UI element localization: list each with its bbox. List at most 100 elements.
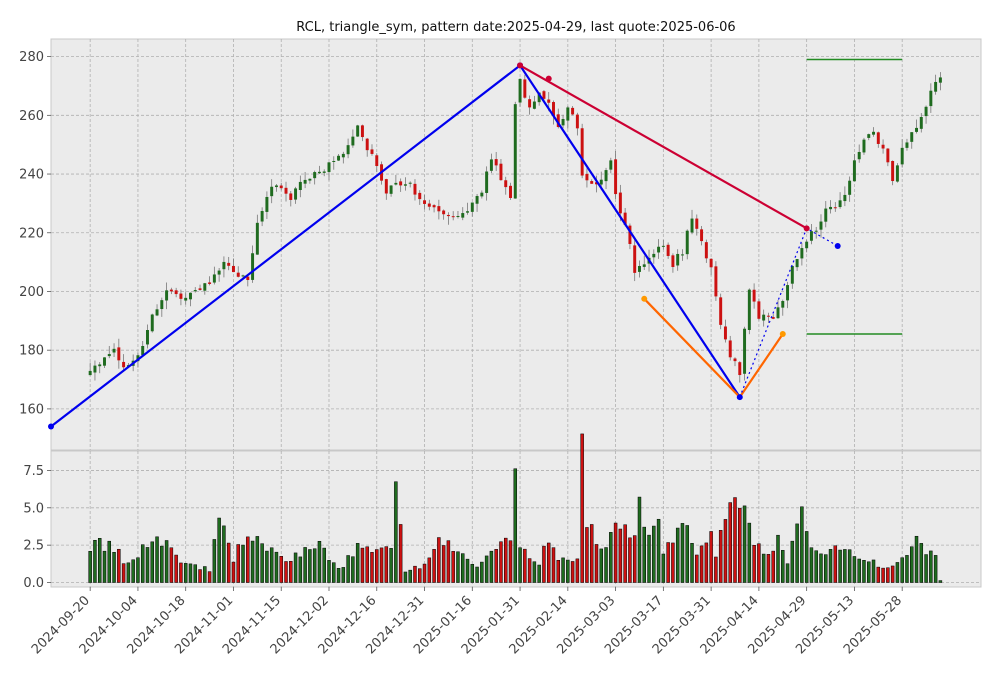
volume-bar — [422, 563, 427, 583]
volume-bar — [609, 532, 613, 583]
candle-body — [614, 159, 618, 195]
candle-body — [179, 293, 183, 299]
volume-bar — [489, 550, 494, 583]
candle-body — [169, 289, 173, 292]
volume-bar — [298, 556, 303, 583]
candle-body — [480, 192, 484, 197]
candle-body — [165, 290, 169, 301]
candle-body — [786, 285, 790, 301]
candle-body — [136, 355, 140, 362]
candle-body — [872, 131, 876, 135]
candle-body — [609, 160, 613, 170]
volume-bar — [131, 559, 135, 583]
volume-bar — [341, 567, 346, 583]
candle-body — [284, 187, 288, 194]
price-tick-label: 240 — [19, 168, 44, 183]
volume-bar — [317, 541, 322, 583]
volume-bar — [580, 433, 584, 583]
volume-bar — [370, 552, 374, 583]
candle-body — [671, 255, 675, 267]
volume-bar — [236, 544, 240, 583]
volume-tick-label: 5.0 — [23, 501, 44, 516]
volume-bar — [365, 546, 369, 583]
volume-bar — [575, 558, 580, 583]
volume-bar — [126, 562, 131, 583]
candle-body — [485, 171, 489, 193]
volume-bar — [484, 555, 489, 583]
volume-bar — [255, 536, 260, 583]
candle-body — [642, 264, 646, 267]
candle-body — [743, 328, 747, 374]
volume-bar — [413, 565, 417, 583]
candle-body — [155, 309, 159, 316]
volume-bar — [375, 549, 379, 583]
volume-bar — [379, 547, 384, 583]
volume-bar — [857, 558, 861, 583]
volume-bar — [351, 556, 355, 583]
blue-pivot-point — [736, 394, 743, 401]
candle-body — [408, 182, 412, 184]
candle-body — [389, 185, 393, 194]
red-pivot-point — [517, 62, 524, 69]
orange-pivot-point — [641, 295, 648, 302]
volume-bar — [628, 537, 632, 583]
candle-body — [575, 114, 579, 129]
volume-bar — [675, 527, 680, 583]
volume-bar — [269, 547, 274, 583]
candle-body — [723, 326, 727, 340]
volume-bar — [589, 524, 594, 583]
volume-bar — [695, 554, 699, 583]
volume-bar — [121, 563, 126, 583]
volume-tick-label: 7.5 — [23, 464, 44, 479]
volume-bar — [527, 558, 532, 583]
volume-bar — [924, 554, 928, 583]
candle-body — [203, 283, 207, 291]
orange-pivot-point — [779, 331, 786, 338]
candle-body — [886, 148, 890, 163]
candle-body — [351, 136, 355, 146]
candle-body — [208, 282, 212, 284]
candle-body — [747, 289, 751, 330]
candle-body — [346, 145, 350, 155]
candle-body — [88, 370, 92, 376]
candle-body — [623, 212, 627, 225]
volume-bar — [212, 539, 217, 583]
volume-bar — [757, 543, 761, 583]
volume-bar — [308, 549, 312, 583]
volume-bar — [169, 547, 174, 583]
candle-body — [833, 207, 837, 209]
candle-body — [160, 300, 164, 310]
candle-body — [771, 317, 775, 319]
candle-body — [509, 185, 512, 198]
candle-body — [633, 245, 637, 273]
volume-bar — [766, 554, 771, 583]
candle-body — [552, 102, 555, 116]
volume-bar — [136, 557, 140, 583]
volume-bar — [881, 567, 885, 583]
candle-body — [709, 258, 713, 268]
candle-body — [337, 155, 341, 161]
candle-body — [265, 196, 269, 212]
volume-bar — [102, 550, 107, 583]
candle-body — [289, 193, 293, 200]
candle-body — [418, 192, 422, 200]
candle-body — [451, 216, 455, 218]
candle-body — [255, 222, 259, 255]
chart-title: RCL, triangle_sym, pattern date:2025-04-… — [296, 20, 735, 35]
candle-body — [217, 270, 221, 275]
volume-bar — [107, 540, 112, 583]
candle-body — [141, 345, 145, 356]
price-tick-label: 280 — [19, 50, 44, 65]
volume-bar — [226, 542, 231, 583]
volume-bar — [332, 562, 336, 583]
candle-body — [695, 218, 699, 229]
candle-body — [714, 266, 718, 297]
candle-body — [857, 151, 861, 160]
volume-bar — [360, 547, 365, 583]
candle-body — [757, 301, 761, 319]
volume-bar — [795, 523, 799, 583]
volume-bar — [680, 523, 685, 583]
volume-bar — [833, 545, 838, 583]
volume-bar — [771, 550, 775, 583]
